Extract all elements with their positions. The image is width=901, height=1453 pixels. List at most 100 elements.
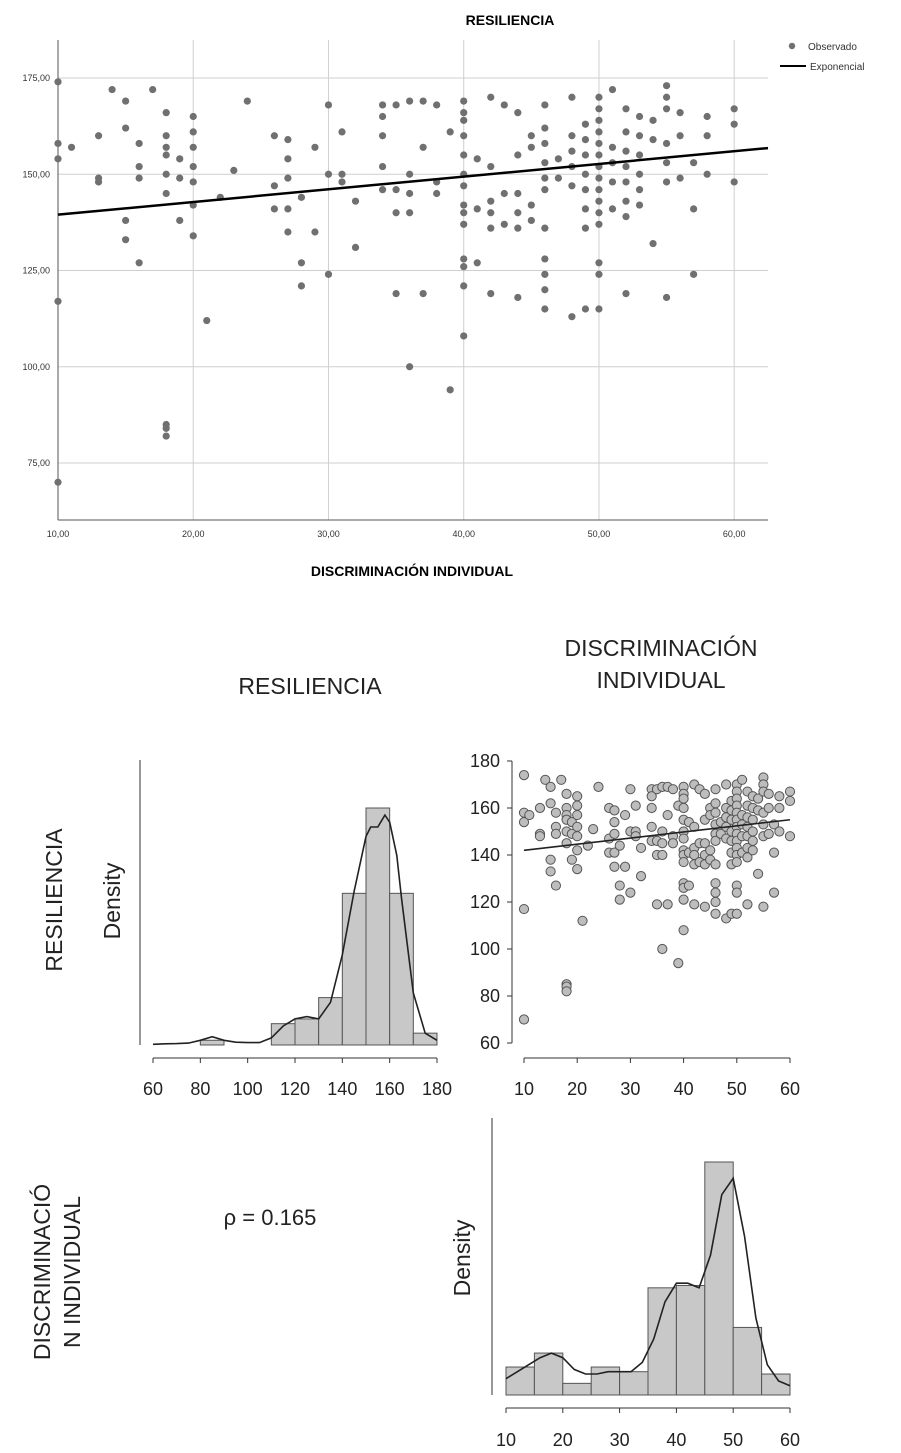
spss-observed-point bbox=[595, 259, 603, 267]
spss-observed-point bbox=[581, 151, 590, 159]
spss-observed-point bbox=[446, 386, 454, 394]
spss-observed-point bbox=[324, 101, 333, 109]
scatter-point bbox=[518, 903, 530, 915]
scatter-point bbox=[667, 838, 679, 849]
spss-observed-point bbox=[662, 93, 671, 101]
spss-observed-point bbox=[378, 132, 387, 140]
scatter-point bbox=[678, 833, 689, 844]
spss-scatter-chart: RESILIENCIA 10,00 20,00 30,00 40,00 50,00 60,… bbox=[22, 12, 864, 579]
scatter-point bbox=[710, 807, 721, 818]
scatter-point bbox=[635, 871, 647, 882]
histogram-bar bbox=[761, 1373, 791, 1396]
scatter-point bbox=[662, 899, 673, 910]
scatter-point bbox=[518, 1014, 530, 1025]
spss-observed-point bbox=[433, 101, 441, 109]
scatter-point bbox=[534, 831, 546, 842]
scatter-point bbox=[699, 901, 710, 912]
spss-observed-point bbox=[541, 270, 549, 278]
spss-observed-point bbox=[608, 85, 617, 94]
spss-observed-point bbox=[541, 286, 549, 294]
label-line: DISCRIMINACIÓ bbox=[29, 1184, 55, 1360]
y-tick-label: 60 bbox=[480, 1033, 500, 1053]
spss-observed-point bbox=[351, 243, 360, 251]
spss-observed-point bbox=[460, 209, 468, 217]
x-tick-label: 30 bbox=[610, 1430, 630, 1450]
spss-observed-point bbox=[595, 305, 603, 313]
spss-observed-point bbox=[730, 105, 738, 113]
scatter-point bbox=[731, 887, 742, 898]
scatter-point bbox=[614, 894, 625, 905]
scatter-point bbox=[731, 856, 742, 868]
spss-y-tick-label: 125,00 bbox=[22, 266, 50, 276]
y-tick-label: 80 bbox=[480, 986, 500, 1006]
scatter-point bbox=[609, 847, 620, 858]
spss-observed-point bbox=[581, 120, 590, 128]
spss-observed-point bbox=[635, 132, 644, 140]
spss-observed-point bbox=[162, 109, 170, 117]
spss-observed-point bbox=[487, 93, 495, 101]
spss-observed-point bbox=[595, 270, 603, 278]
histogram-bar bbox=[294, 1018, 320, 1046]
scatter-point bbox=[550, 807, 562, 818]
spss-observed-point bbox=[541, 305, 549, 313]
histogram-bar bbox=[732, 1326, 763, 1396]
histogram-bar bbox=[704, 1161, 734, 1396]
x-tick-label: 50 bbox=[723, 1430, 743, 1450]
spss-observed-point bbox=[676, 132, 684, 140]
spss-x-tick-label: 40,00 bbox=[452, 529, 475, 539]
spss-observed-point bbox=[162, 432, 170, 440]
spss-observed-point bbox=[608, 143, 617, 151]
scatter-point bbox=[699, 788, 710, 800]
spss-observed-point bbox=[406, 189, 414, 198]
spss-observed-point bbox=[514, 151, 522, 159]
spss-observed-point bbox=[568, 93, 576, 101]
spss-observed-point bbox=[500, 189, 508, 198]
spss-observed-point bbox=[460, 201, 468, 209]
scatter-point bbox=[619, 861, 631, 872]
spss-observed-point bbox=[311, 228, 319, 236]
row-label-discriminacion: DISCRIMINACIÓ N INDIVIDUAL bbox=[29, 1184, 85, 1360]
spss-observed-point bbox=[54, 297, 62, 305]
scatter-point bbox=[572, 791, 583, 802]
x-tick-label: 60 bbox=[780, 1079, 800, 1099]
scatter-point bbox=[710, 859, 721, 870]
spss-observed-point bbox=[487, 197, 495, 205]
spss-observed-point bbox=[406, 363, 414, 371]
spss-observed-point bbox=[176, 155, 184, 163]
histogram-bar bbox=[365, 807, 391, 1046]
spss-observed-point bbox=[730, 120, 738, 128]
spss-observed-point bbox=[487, 290, 495, 298]
scatter-point bbox=[768, 887, 780, 898]
scatter-point bbox=[752, 793, 764, 804]
spss-observed-point bbox=[460, 282, 468, 290]
scatter-point bbox=[572, 821, 583, 832]
spss-x-tick-label: 60,00 bbox=[723, 529, 746, 539]
scatter-point bbox=[614, 840, 625, 851]
scatter-point bbox=[619, 809, 631, 821]
scatter-point bbox=[545, 866, 556, 877]
scatter-point bbox=[678, 925, 689, 936]
scatter-point bbox=[545, 781, 556, 792]
spss-observed-point bbox=[270, 132, 278, 140]
spss-observed-point bbox=[338, 178, 346, 186]
spss-observed-point bbox=[500, 220, 508, 228]
hist2-tick-labels: 10 20 30 40 50 60 bbox=[496, 1408, 800, 1450]
spss-observed-point bbox=[392, 290, 400, 298]
scatter-point bbox=[588, 824, 599, 835]
scatter-point bbox=[550, 880, 562, 891]
scatter-point bbox=[518, 770, 530, 781]
scatter-point bbox=[710, 878, 721, 889]
scatter-point bbox=[710, 887, 721, 898]
spss-observed-point bbox=[568, 182, 576, 190]
spss-observed-point bbox=[135, 174, 143, 182]
scatter-point bbox=[561, 986, 572, 997]
spss-observed-point bbox=[67, 143, 76, 151]
spss-observed-point bbox=[541, 174, 549, 182]
scatter-point bbox=[524, 809, 535, 821]
spss-tick-labels: 10,00 20,00 30,00 40,00 50,00 60,00 75,00 100,0… bbox=[22, 73, 745, 539]
legend-exponential-label: Exponencial bbox=[810, 62, 864, 73]
x-tick-label: 160 bbox=[375, 1079, 405, 1099]
spss-observed-point bbox=[243, 97, 251, 105]
spss-observed-point bbox=[122, 97, 130, 105]
histogram-bar bbox=[533, 1352, 564, 1396]
